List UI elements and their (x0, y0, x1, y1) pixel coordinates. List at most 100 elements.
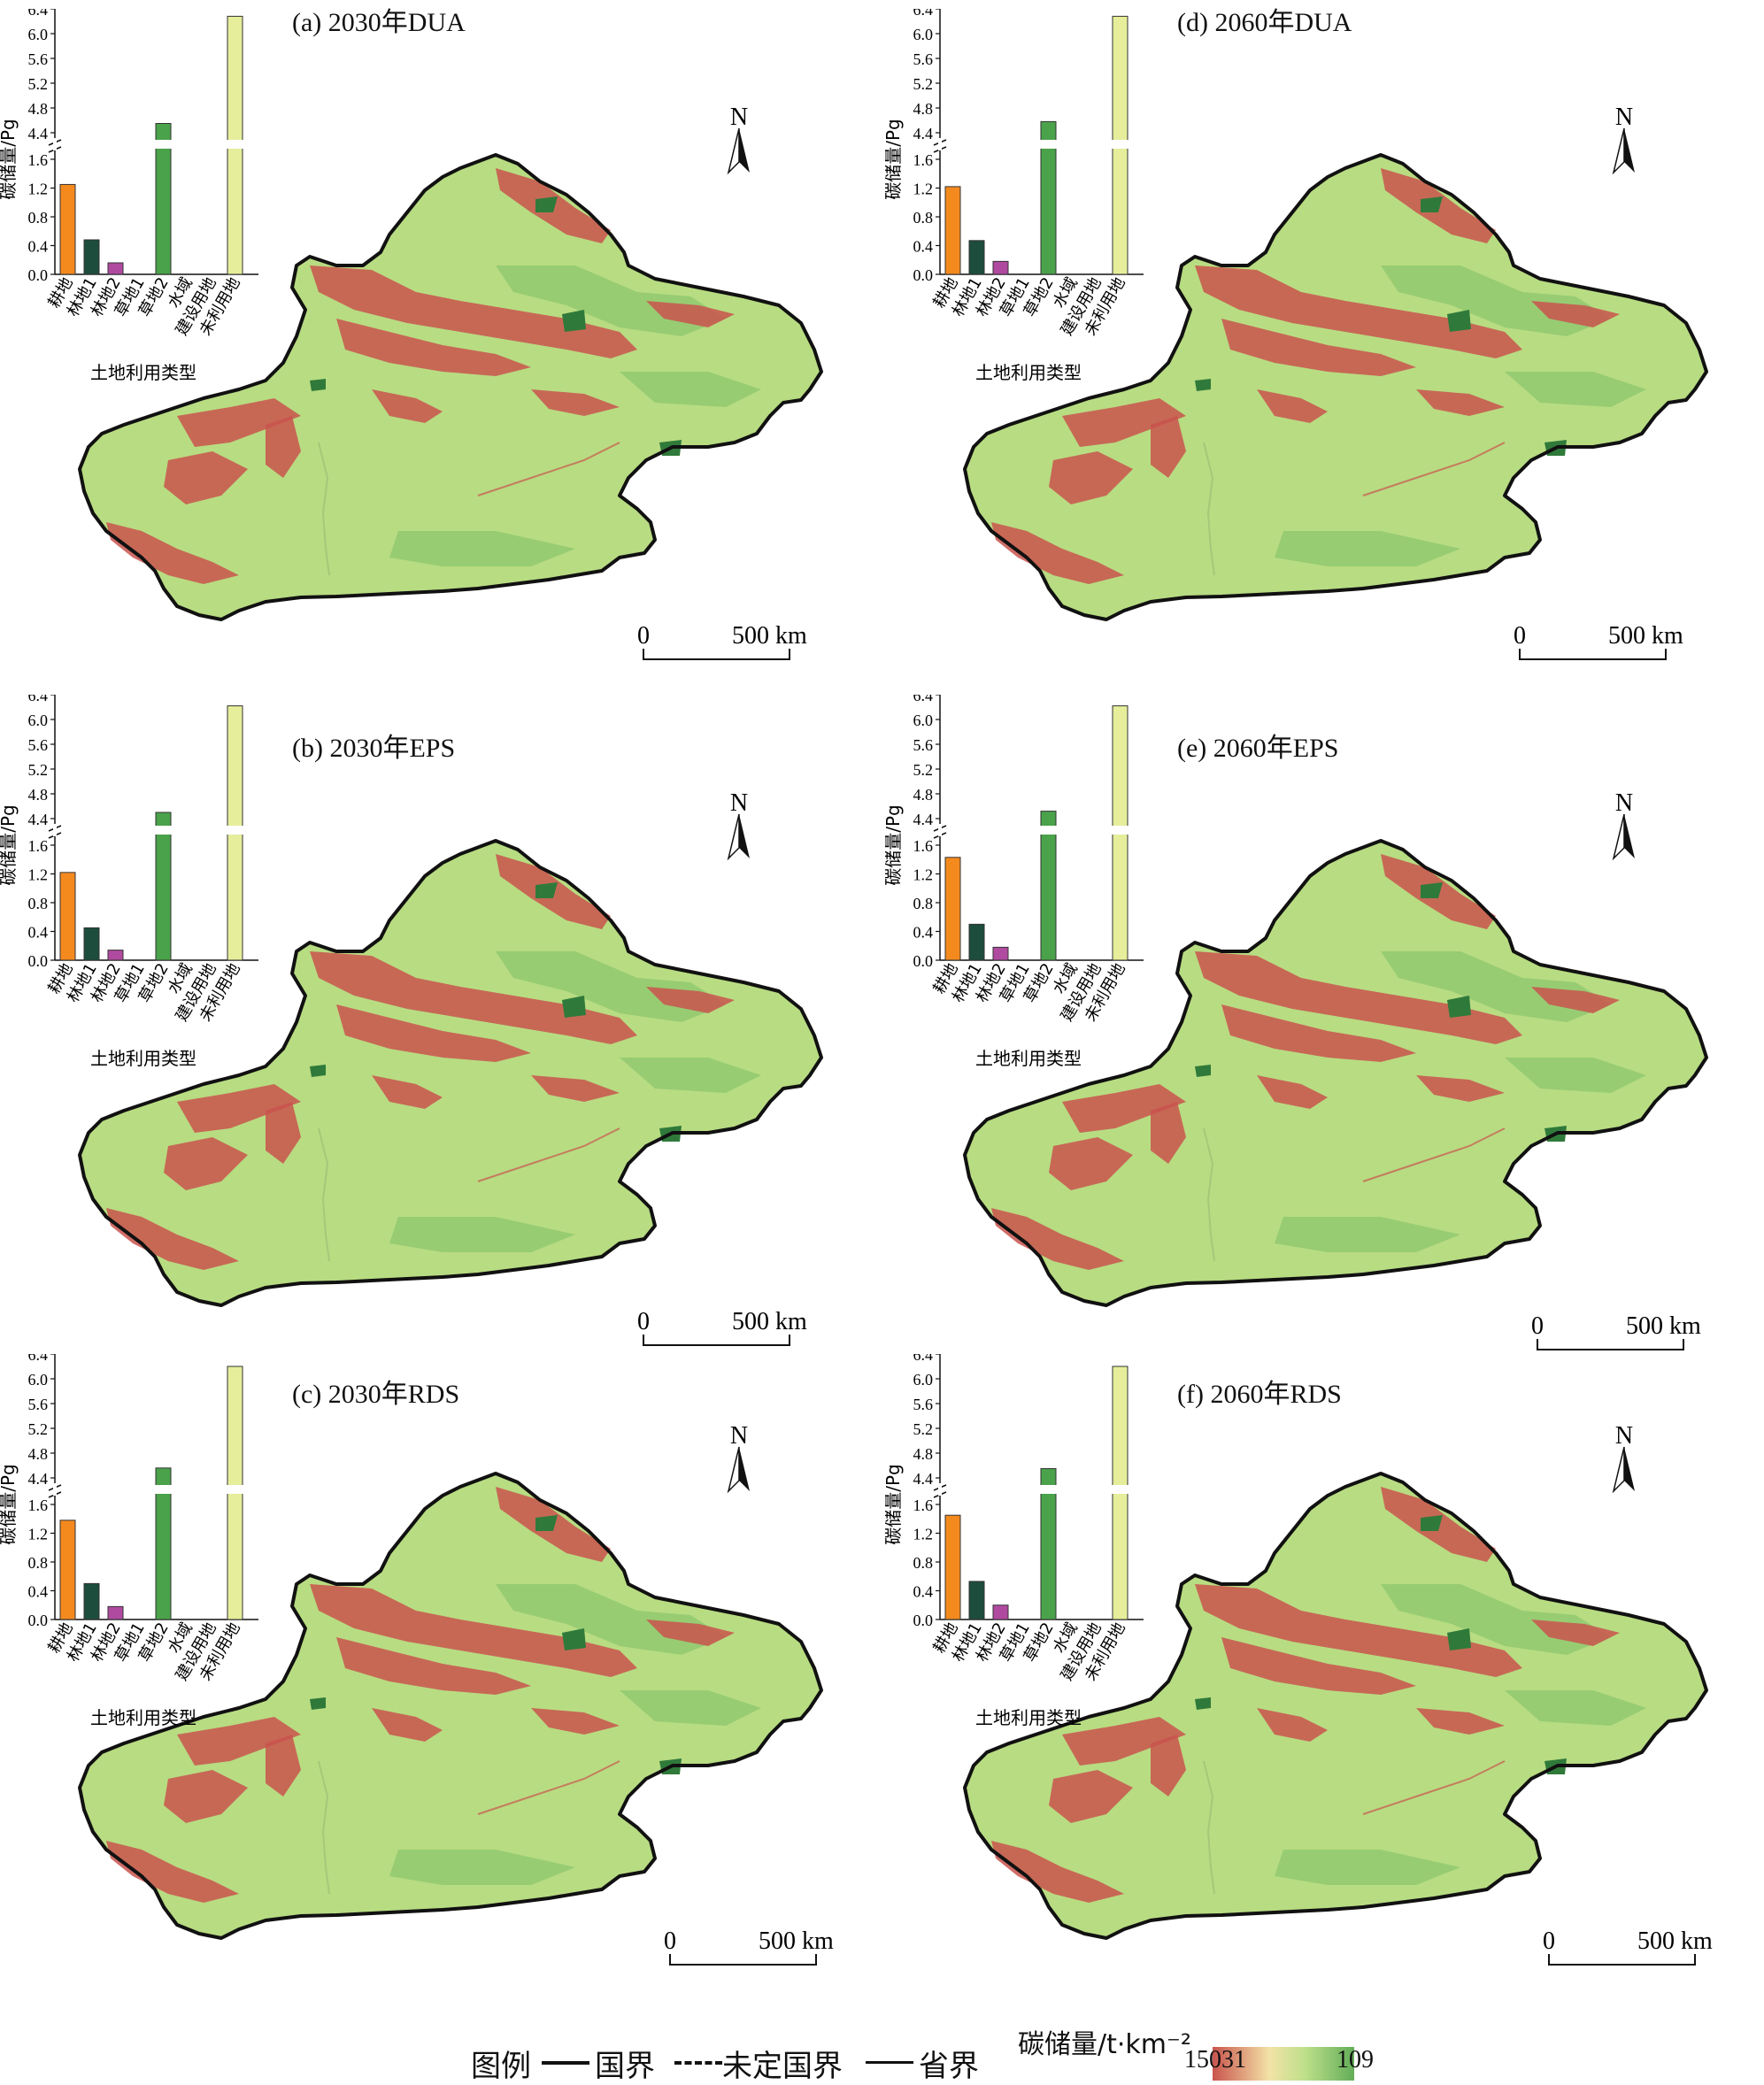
north-label: N (1615, 104, 1633, 131)
north-label: N (1615, 1422, 1633, 1450)
map-high-carbon-area-7 (1257, 389, 1328, 423)
north-arrow-left (739, 814, 750, 858)
y-tick-label-high-1: 4.8 (28, 100, 49, 118)
map-river (1203, 442, 1215, 576)
map-river (318, 442, 330, 576)
scale-label-500: 500 km (1637, 1927, 1713, 1955)
y-tick-label-low-0: 0.0 (28, 1612, 49, 1629)
panel-d: N 0 500 km 0.0 0.4 0.8 1.2 1.6 4.4 4.8 5.2 5.6 6.0 6… (885, 0, 1764, 690)
map-forest-area-1 (562, 310, 586, 332)
axis-break-gap (53, 824, 57, 836)
north-label: N (730, 789, 748, 817)
map-high-carbon-area-8 (531, 389, 620, 416)
x-axis-label: 土地利用类型 (90, 1048, 196, 1069)
map-forest-area-0 (1421, 1515, 1443, 1531)
bar-0 (944, 186, 961, 275)
map-high-carbon-area-8 (1416, 389, 1505, 416)
north-arrow-right (727, 1446, 740, 1494)
bar-2 (992, 1604, 1009, 1620)
y-tick-label-high-2: 5.2 (913, 761, 934, 779)
panel-title-b: (b) 2030年EPS (292, 734, 456, 763)
north-arrow-right (727, 813, 740, 861)
map-grass-area-1 (1275, 531, 1460, 566)
axis-break-gap (53, 138, 57, 150)
bar-break-4 (1040, 140, 1057, 149)
y-tick-label-low-2: 0.8 (913, 895, 934, 912)
map-high-carbon-area-2 (1221, 319, 1416, 376)
map-high-carbon-area-5 (266, 416, 301, 478)
axis-break-gap (53, 1483, 57, 1496)
scale-label-zero: 0 (1514, 622, 1526, 650)
map-forest-area-0 (535, 882, 558, 898)
x-axis-label: 土地利用类型 (975, 1707, 1082, 1728)
bar-1 (83, 927, 100, 961)
bar-break-3 (1016, 1485, 1033, 1494)
y-tick-label-high-1: 4.8 (913, 786, 934, 804)
y-tick-label-low-4: 1.6 (913, 837, 934, 855)
map-forest-area-3 (310, 1065, 326, 1077)
map-forest-area-3 (310, 1697, 326, 1710)
map-a: N 0 500 km (78, 104, 823, 660)
scale-bar: 0 500 km (664, 1927, 834, 1966)
map-forest-area-0 (1421, 882, 1443, 898)
carbon-gradient-bar (1213, 2047, 1354, 2081)
map-grass-area-2 (620, 1690, 761, 1726)
y-tick-label-high-0: 4.4 (913, 811, 934, 828)
y-tick-label-low-3: 1.2 (913, 181, 934, 198)
map-grass-area-2 (620, 372, 761, 407)
y-tick-label-low-1: 0.4 (913, 1583, 934, 1601)
north-arrow-right (1612, 127, 1625, 175)
scale-bar: 0 500 km (637, 622, 807, 660)
y-tick-label-high-0: 4.4 (28, 811, 49, 828)
map-high-carbon-area-8 (531, 1075, 620, 1102)
y-tick-label-high-4: 6.0 (28, 712, 49, 729)
bar-1 (83, 239, 100, 275)
bar-2 (992, 260, 1009, 275)
map-high-carbon-area-5 (266, 1102, 301, 1164)
y-tick-label-high-2: 5.2 (28, 1420, 49, 1438)
map-c: N 0 500 km (78, 1422, 834, 1966)
y-tick-label-high-3: 5.6 (913, 1396, 934, 1413)
scale-bar-line (1537, 1339, 1684, 1350)
map-high-carbon-area-4 (1049, 451, 1133, 504)
national-border-swatch (542, 2061, 589, 2065)
y-tick-label-high-5: 6.4 (28, 1354, 49, 1364)
panel-a: N 0 500 km 0.0 0.4 0.8 1.2 1.6 4.4 4.8 5.2 5.6 6.0 6… (0, 0, 882, 690)
y-tick-label-low-2: 0.8 (28, 895, 49, 912)
y-tick-label-high-0: 4.4 (28, 1470, 49, 1488)
map-high-carbon-area-1 (1195, 951, 1522, 1044)
legend-undetermined: 未定国界 (722, 2049, 843, 2084)
map-high-carbon-area-5 (1151, 416, 1186, 478)
map-high-carbon-area-6 (106, 1841, 239, 1903)
y-tick-label-low-2: 0.8 (913, 1554, 934, 1572)
map-high-carbon-area-3 (1062, 1717, 1186, 1766)
y-axis-label: 碳储量/Pg (885, 119, 904, 200)
y-tick-label-high-5: 6.4 (913, 1354, 934, 1364)
y-tick-label-high-1: 4.8 (28, 786, 49, 804)
y-tick-label-low-1: 0.4 (28, 1583, 49, 1601)
bar-break-7 (1112, 1485, 1128, 1494)
legend-carbon-label: 碳储量/t·km⁻² (1018, 2029, 1191, 2060)
y-tick-label-low-3: 1.2 (913, 866, 934, 884)
bar-4 (1040, 1468, 1057, 1620)
y-tick-label-low-1: 0.4 (913, 238, 934, 256)
scale-bar: 0 500 km (637, 1308, 807, 1346)
map-grass-area-1 (389, 1850, 575, 1885)
north-label: N (730, 1422, 748, 1450)
north-label: N (1615, 789, 1633, 817)
bar-break-3 (131, 826, 148, 835)
scale-label-zero: 0 (1543, 1927, 1555, 1955)
map-high-carbon-area-5 (266, 1735, 301, 1796)
chart-d: 0.00.40.81.21.64.44.85.25.66.06.4碳储量/Pg耕… (885, 9, 1144, 383)
bar-break-4 (155, 140, 172, 149)
y-tick-label-high-2: 5.2 (913, 1420, 934, 1438)
y-tick-label-high-0: 4.4 (913, 125, 934, 142)
y-tick-label-low-4: 1.6 (28, 837, 49, 855)
map-high-carbon-area-7 (372, 1075, 443, 1109)
y-tick-label-high-4: 6.0 (913, 1371, 934, 1389)
map-high-carbon-area-1 (310, 951, 637, 1044)
map-grass-area-2 (1505, 372, 1646, 407)
chart-c: 0.00.40.81.21.64.44.85.25.66.06.4碳储量/Pg耕… (0, 1354, 258, 1728)
map-high-carbon-area-6 (106, 1208, 239, 1270)
north-arrow-right (1612, 813, 1625, 861)
